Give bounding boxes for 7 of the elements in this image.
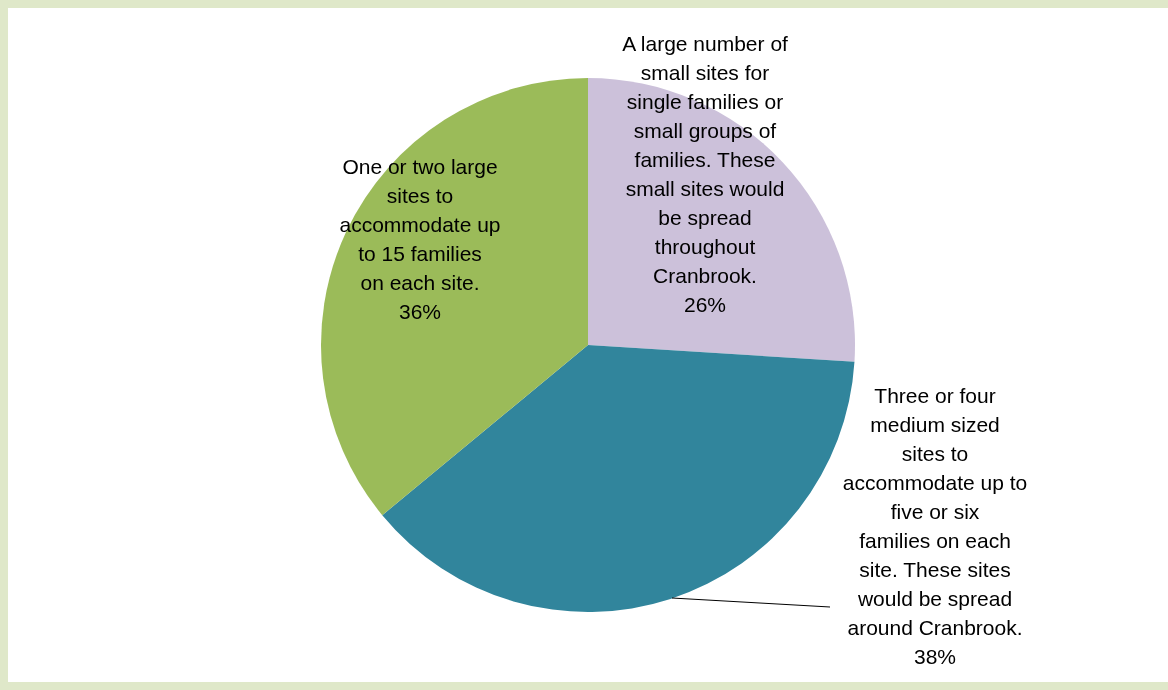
category-label: Three or four medium sized sites to accommodate up to five or six families on each site. These sites would be spread around Cranbrook.	[842, 384, 1028, 639]
category-label: A large number of small sites for single families or small groups of families. These small sites would be spread throughout Cranbrook.	[622, 32, 788, 287]
data-label: 36%	[398, 300, 442, 323]
pie-slice	[588, 78, 855, 362]
data-label: 26%	[683, 293, 727, 316]
pie-slice	[321, 78, 588, 516]
data-label: 38%	[913, 645, 957, 668]
